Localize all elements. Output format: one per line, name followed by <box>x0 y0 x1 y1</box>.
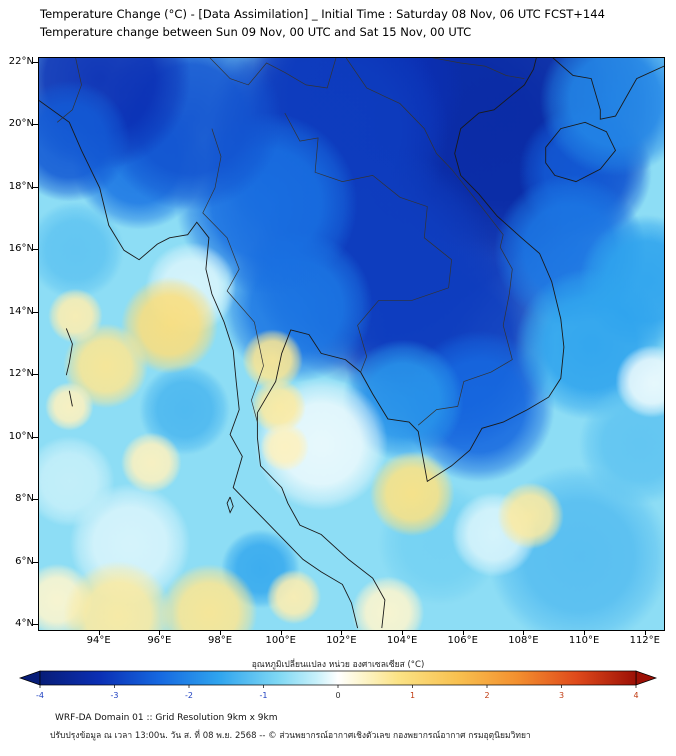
colorbar: -4 -3 -2 -1 0 1 2 3 4 <box>18 670 658 700</box>
y-tick-label: 10°N <box>8 430 34 442</box>
figure-title-line-1: Temperature Change (°C) - [Data Assimila… <box>40 7 605 21</box>
y-tick-label: 8°N <box>15 493 34 505</box>
x-tick-mark <box>644 630 646 635</box>
colorbar-label: อุณหภูมิเปลี่ยนแปลง หน่วย องศาเซลเซียส (… <box>251 660 425 670</box>
x-tick-mark <box>220 630 222 635</box>
y-tick-mark <box>33 124 38 126</box>
x-tick-label: 94°E <box>86 635 111 646</box>
colorbar-tick-label: 2 <box>484 691 489 700</box>
y-tick-mark <box>33 374 38 376</box>
y-tick-label: 12°N <box>8 368 34 380</box>
x-tick-label: 112°E <box>629 635 660 646</box>
x-tick-mark <box>402 630 404 635</box>
colorbar-left-arrow <box>18 670 41 686</box>
x-tick-label: 98°E <box>208 635 233 646</box>
y-tick-mark <box>33 186 38 188</box>
figure-title-line-2: Temperature change between Sun 09 Nov, 0… <box>40 25 472 39</box>
colorbar-tick-label: 1 <box>410 691 415 700</box>
x-tick-label: 106°E <box>447 635 478 646</box>
y-tick-mark <box>33 561 38 563</box>
y-tick-mark <box>33 311 38 313</box>
colorbar-tick-label: 0 <box>335 691 340 700</box>
colorbar-tick-label: -2 <box>185 691 193 700</box>
y-tick-label: 18°N <box>8 180 34 192</box>
map-plot-area <box>38 57 665 631</box>
y-tick-mark <box>33 499 38 501</box>
y-tick-mark <box>33 624 38 625</box>
colorbar-tick-label: 3 <box>559 691 564 700</box>
footer-domain-info: WRF-DA Domain 01 :: Grid Resolution 9km … <box>55 713 278 723</box>
y-tick-label: 6°N <box>15 555 34 567</box>
y-tick-label: 22°N <box>8 55 34 67</box>
x-tick-label: 104°E <box>386 635 418 646</box>
footer-update-copyright: ปรับปรุงข้อมูล ณ เวลา 13:00น. วัน ส. ที่… <box>50 731 531 741</box>
y-tick-mark <box>33 61 38 63</box>
colorbar-tick-label: -3 <box>111 691 119 700</box>
x-tick-label: 96°E <box>147 635 172 646</box>
x-tick-mark <box>523 630 525 635</box>
y-tick-mark <box>33 436 38 438</box>
temperature-field-canvas <box>39 58 664 630</box>
x-tick-mark <box>280 630 282 635</box>
y-tick-label: 4°N <box>15 618 34 629</box>
x-tick-mark <box>584 630 586 635</box>
colorbar-tick-label: 4 <box>633 691 638 700</box>
x-tick-mark <box>462 630 464 635</box>
x-tick-mark <box>98 630 100 635</box>
colorbar-gradient-bar <box>39 670 637 686</box>
x-tick-label: 102°E <box>326 635 357 646</box>
colorbar-tick-label: -4 <box>36 691 44 700</box>
x-tick-mark <box>159 630 161 635</box>
x-tick-label: 110°E <box>568 635 600 646</box>
x-tick-mark <box>341 630 343 635</box>
y-tick-mark <box>33 249 38 251</box>
y-tick-label: 20°N <box>8 118 34 130</box>
y-tick-label: 14°N <box>8 305 34 317</box>
x-tick-label: 108°E <box>508 635 539 646</box>
y-tick-label: 16°N <box>8 243 34 255</box>
colorbar-tick-label: -1 <box>260 691 268 700</box>
colorbar-right-arrow <box>635 670 658 686</box>
x-tick-label: 100°E <box>265 635 296 646</box>
